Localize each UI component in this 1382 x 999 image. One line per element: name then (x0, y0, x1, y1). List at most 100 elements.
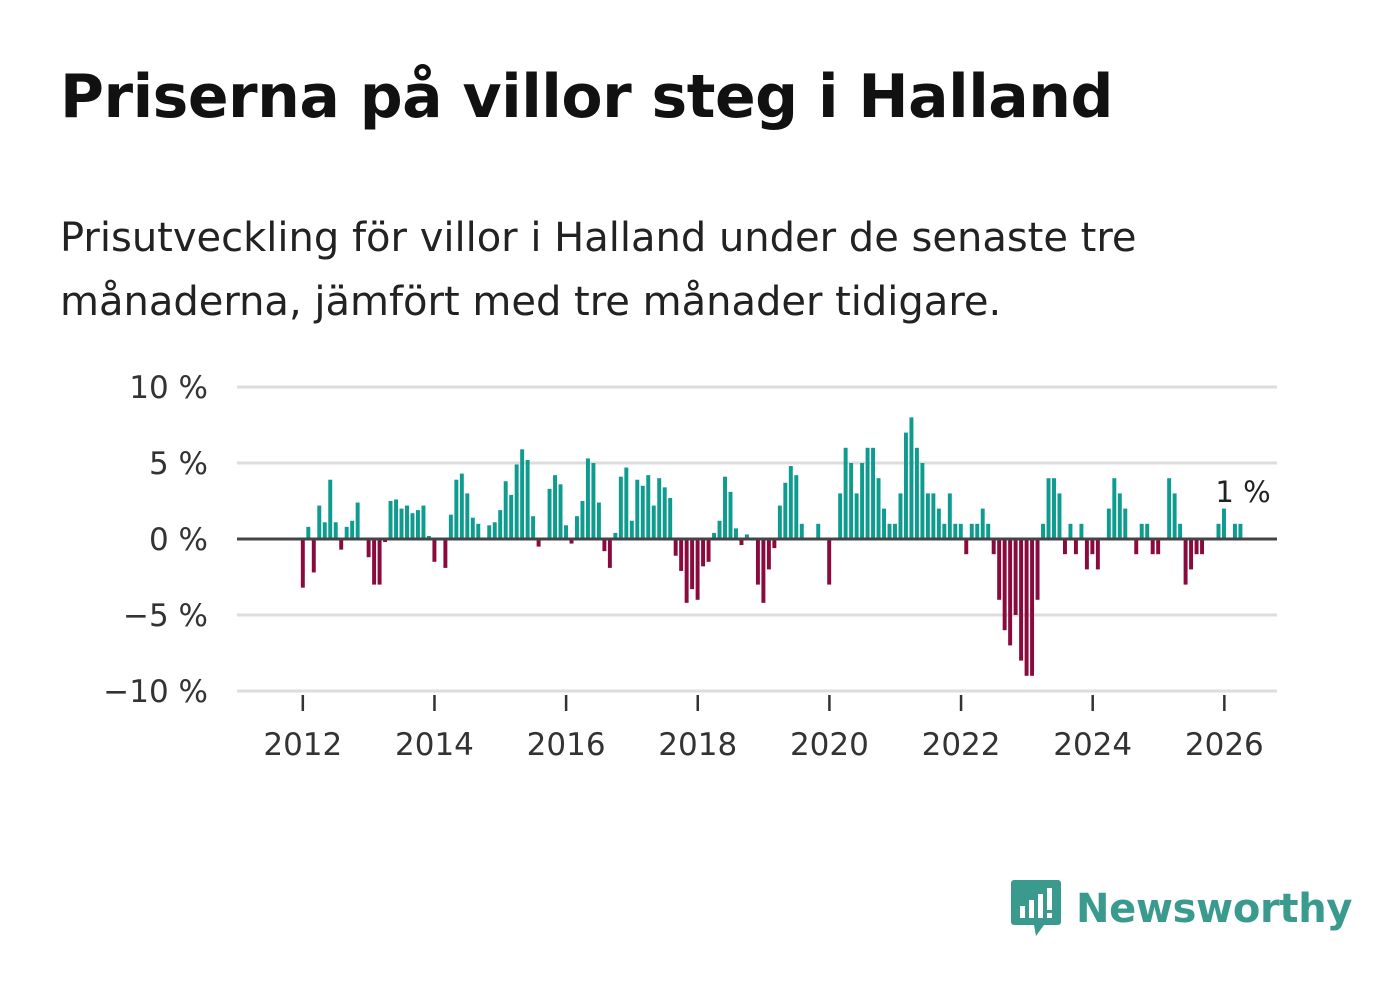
bar (476, 523, 481, 539)
bar (344, 526, 349, 539)
bar (487, 525, 492, 539)
bar (684, 539, 689, 603)
bar (1084, 539, 1089, 570)
y-tick-label: 0 % (149, 522, 208, 558)
bar (465, 493, 470, 539)
bar (547, 488, 552, 539)
bars (300, 417, 1243, 676)
bar (399, 508, 404, 539)
bar (1008, 539, 1013, 646)
x-tick-label: 2014 (395, 727, 474, 763)
bar (426, 535, 431, 539)
bar (953, 523, 958, 539)
bar (843, 447, 848, 539)
bar (1194, 539, 1199, 555)
chart-subtitle: Prisutveckling för villor i Halland unde… (60, 215, 1137, 325)
bar (1079, 523, 1084, 539)
y-tick-label: −5 % (123, 598, 208, 634)
x-tick-label: 2016 (527, 727, 606, 763)
y-axis-ticks: 10 % 5 % 0 % −5 % −10 % (103, 370, 208, 710)
bar (492, 522, 497, 539)
bar (448, 514, 453, 539)
bar (657, 478, 662, 539)
bar (1057, 493, 1062, 539)
bar (531, 516, 536, 539)
x-tick-label: 2012 (263, 727, 342, 763)
bar (947, 493, 952, 539)
bar (635, 479, 640, 539)
bar (322, 522, 327, 539)
bar (936, 508, 941, 539)
bar (860, 463, 865, 539)
bar (503, 481, 508, 539)
bar (755, 539, 760, 585)
bar (454, 479, 459, 539)
bar (980, 508, 985, 539)
bar (766, 539, 771, 570)
bar (1046, 478, 1051, 539)
bar (1073, 539, 1078, 555)
bar (827, 539, 832, 585)
bar (673, 539, 678, 556)
bar (1150, 539, 1155, 555)
bar (629, 520, 634, 539)
bar (372, 539, 377, 585)
bar (794, 475, 799, 539)
bar (1123, 508, 1128, 539)
bar (679, 539, 684, 571)
bar (432, 539, 437, 562)
bar (339, 539, 344, 550)
bar (920, 463, 925, 539)
bar (1095, 539, 1100, 570)
bar (701, 539, 706, 567)
bar (377, 539, 382, 585)
bar (1002, 539, 1007, 631)
bar (498, 510, 503, 539)
bar (734, 528, 738, 539)
bar (1117, 493, 1122, 539)
bar (328, 479, 333, 539)
bar (514, 464, 519, 539)
bar (876, 478, 881, 539)
bar (470, 517, 475, 539)
bar (783, 482, 788, 539)
bar (668, 497, 673, 539)
bar (871, 447, 876, 539)
bar (1062, 539, 1067, 555)
bar (591, 463, 596, 539)
bar (640, 485, 645, 539)
bar (695, 539, 700, 600)
bar (405, 505, 409, 539)
bar (706, 539, 711, 562)
bar (1167, 478, 1172, 539)
newsworthy-logo: Newsworthy (1010, 878, 1353, 940)
bar (1030, 539, 1035, 676)
bar (575, 516, 579, 539)
x-tick-label: 2022 (922, 727, 1001, 763)
bar (761, 539, 766, 603)
y-tick-label: 10 % (129, 370, 208, 406)
bar (651, 505, 656, 539)
bar (366, 539, 371, 558)
bar (909, 417, 914, 539)
bar (350, 520, 355, 539)
bar (520, 449, 525, 539)
bar (596, 502, 601, 539)
bar (887, 523, 892, 539)
bar (443, 539, 448, 568)
bar (772, 539, 777, 549)
x-tick-label: 2026 (1185, 727, 1264, 763)
bar (459, 473, 464, 539)
bar (333, 522, 338, 539)
x-axis-ticks: 2012 2014 2016 2018 2020 2022 2024 2026 (263, 695, 1264, 763)
bar (723, 476, 727, 539)
bar (607, 539, 612, 568)
bar (1189, 539, 1194, 570)
bar (1106, 508, 1111, 539)
bar (865, 447, 870, 539)
bar (739, 539, 744, 546)
bar (1068, 523, 1073, 539)
bar (585, 458, 590, 539)
bar (854, 493, 859, 539)
